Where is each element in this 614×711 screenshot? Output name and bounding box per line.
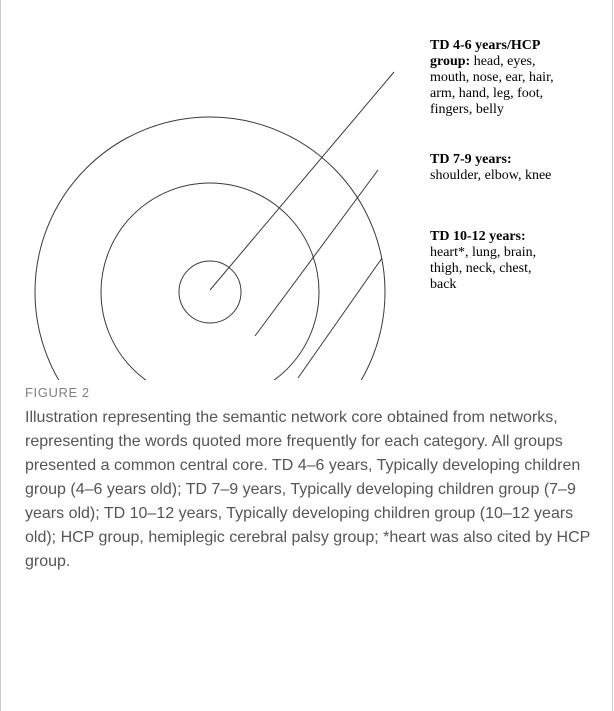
pointer-line-td-4-6 [209,71,395,291]
figure-caption: Illustration representing the semantic n… [25,409,591,570]
semantic-core-diagram [34,71,395,380]
middle-circle [100,182,320,380]
label-td-7-9: TD 7-9 years: shoulder, elbow, knee [430,152,552,183]
figure-label: FIGURE 2 [25,385,90,400]
outer-circle [34,116,386,380]
pointer-line-td-10-12 [297,257,383,379]
pointer-line-td-7-9 [254,169,379,337]
label-td-10-12: TD 10-12 years: heart*, lung, brain, thi… [430,229,537,292]
label-td-4-6-hcp: TD 4-6 years/HCP group: head, eyes, mout… [430,38,554,117]
inner-circle [178,260,242,324]
